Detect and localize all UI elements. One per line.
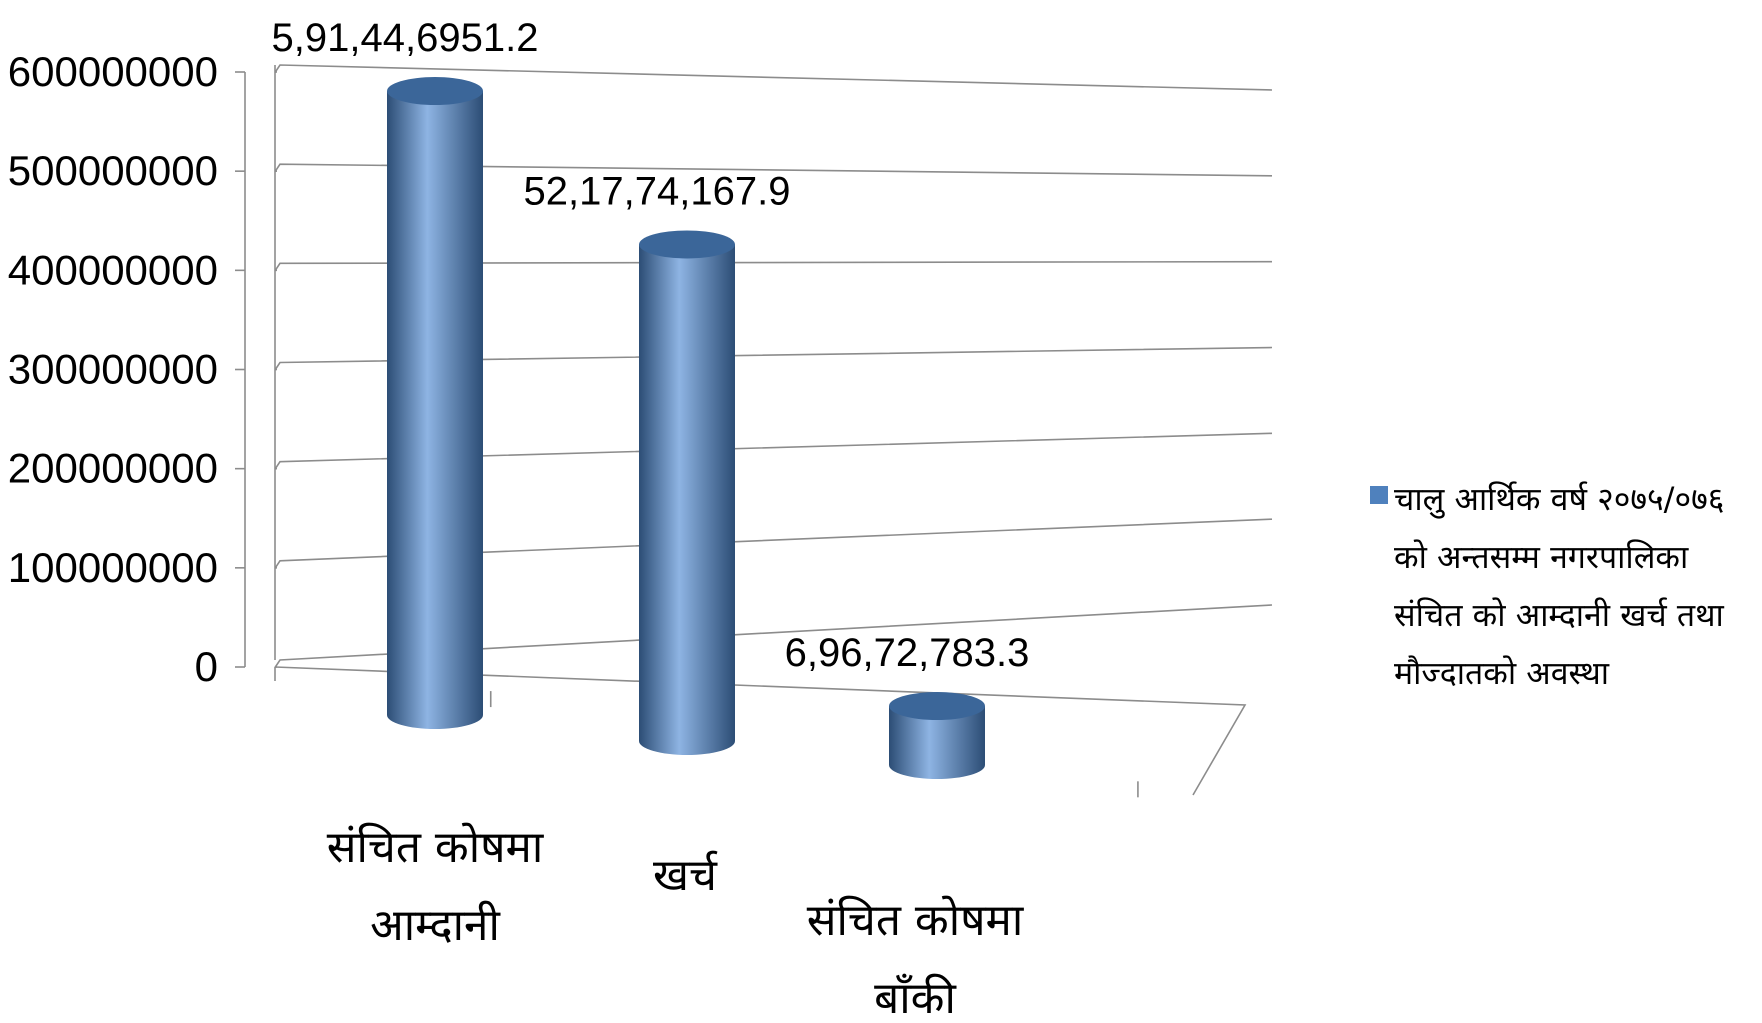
bar-body <box>889 706 985 779</box>
legend: चालु आर्थिक वर्ष २०७५/०७६ को अन्तसम्म नग… <box>1370 470 1760 702</box>
grid-line <box>274 604 1273 668</box>
grid-line <box>274 346 1273 371</box>
grid-line <box>274 64 1273 91</box>
y-tick-label: 400000000 <box>8 246 218 293</box>
chart-grid <box>274 64 1273 668</box>
y-tick-label: 0 <box>195 643 218 690</box>
x-tick-label: संचित कोषमा <box>327 822 545 873</box>
bar-cylinder <box>639 230 735 755</box>
y-tick-label: 600000000 <box>8 48 218 95</box>
grid-line <box>274 260 1273 272</box>
bar-top <box>889 692 985 721</box>
x-tick-label: आम्दानी <box>370 900 501 951</box>
bar-cylinder <box>889 692 985 779</box>
bar-top <box>387 77 483 106</box>
y-tick-label: 500000000 <box>8 147 218 194</box>
x-tick-label: बाँकी <box>874 973 957 1023</box>
x-tick-label: संचित कोषमा <box>807 895 1025 946</box>
bar-top <box>639 230 735 259</box>
grid-line <box>274 518 1273 569</box>
legend-label: चालु आर्थिक वर्ष २०७५/०७६ को अन्तसम्म नग… <box>1394 480 1725 692</box>
bar-body <box>639 244 735 755</box>
data-label: 52,17,74,167.9 <box>524 169 791 213</box>
grid-line <box>274 432 1273 470</box>
grid-line <box>274 163 1273 177</box>
y-tick-label: 300000000 <box>8 346 218 393</box>
y-tick-label: 100000000 <box>8 544 218 591</box>
bar-cylinder <box>387 77 483 730</box>
data-label: 6,96,72,783.3 <box>785 631 1030 675</box>
chart-bars <box>387 77 985 779</box>
category-labels: संचित कोषमा आम्दानी खर्च संचित कोषमा बाँकी <box>327 822 1025 1023</box>
data-labels: 5,91,44,6951.2 52,17,74,167.9 6,96,72,783.… <box>272 16 1030 675</box>
data-label: 5,91,44,6951.2 <box>272 16 539 60</box>
x-axis-floor <box>274 666 1247 796</box>
x-tick-label: खर्च <box>653 850 718 901</box>
y-tick-label: 200000000 <box>8 445 218 492</box>
y-axis-ticks: 0 100000000 200000000 300000000 400000000 500… <box>8 48 245 690</box>
legend-swatch <box>1370 486 1388 504</box>
bar-body <box>387 91 483 730</box>
